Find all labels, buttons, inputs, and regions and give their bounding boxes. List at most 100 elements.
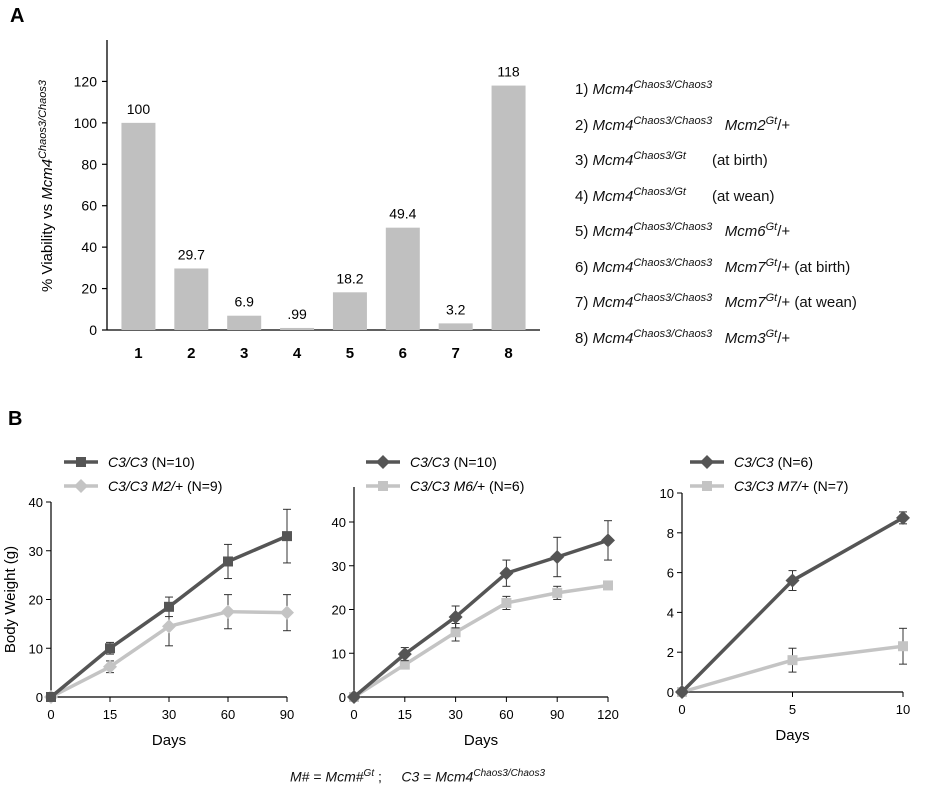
- y-tick-label: 60: [81, 198, 97, 214]
- legend-label: C3/C3 M2/+ (N=9): [108, 478, 222, 494]
- x-tick-label: 30: [162, 707, 176, 722]
- bar-value-label: 29.7: [178, 246, 205, 262]
- legend-het: /+: [777, 329, 791, 347]
- legend-second-gene: Mcm7Gt: [724, 292, 778, 311]
- legend-series-name: C3/C3 M6/+: [410, 478, 489, 494]
- legend-genotype: Chaos3/Chaos3: [633, 221, 713, 233]
- y-tick-label: 30: [29, 544, 43, 559]
- legend-space: [712, 223, 725, 240]
- legend-entry: 7) Mcm4Chaos3/Chaos3 Mcm7Gt/+ (at wean): [575, 283, 857, 319]
- data-point: [399, 659, 410, 670]
- y-tick-label: 6: [667, 566, 674, 581]
- legend-genotype: Chaos3/Chaos3: [633, 256, 713, 269]
- legend-space: [712, 294, 725, 311]
- data-point: [501, 597, 512, 608]
- bar-value-label: .99: [287, 306, 307, 322]
- y-axis-label: Body Weight (g): [2, 546, 19, 653]
- data-point: [74, 479, 88, 493]
- panel-label-b: B: [8, 408, 22, 430]
- data-point: [282, 531, 292, 542]
- x-tick-label: 4: [293, 345, 302, 362]
- y-tick-label: 80: [81, 156, 97, 172]
- x-tick-label: 0: [350, 707, 357, 722]
- y-tick-label: 20: [81, 281, 97, 297]
- legend-gene: Mcm4Chaos3/Chaos3: [592, 256, 713, 276]
- bar-value-label: 118: [497, 64, 520, 80]
- weight-chart-m2: 0 10 20 30 40 0 15 30 60 90 Days Body Weight (g) C3/…: [2, 454, 294, 749]
- data-point: [550, 550, 565, 564]
- data-point: [105, 643, 115, 654]
- legend-number: 2): [575, 116, 593, 134]
- bar: [280, 327, 315, 330]
- data-point: [448, 609, 463, 624]
- series-line: [353, 583, 609, 699]
- legend-space: [712, 117, 725, 134]
- data-point: [378, 481, 388, 491]
- data-point: [499, 566, 514, 581]
- legend-second-gene: Mcm2Gt: [724, 114, 778, 134]
- x-tick-label: 30: [448, 707, 462, 722]
- y-tick-label: 20: [29, 593, 43, 608]
- x-tick-label: 0: [47, 707, 54, 722]
- bar-value-label: 18.2: [336, 270, 363, 286]
- data-point: [280, 605, 294, 620]
- data-point: [700, 455, 714, 469]
- legend-note: (at birth): [794, 258, 851, 276]
- y-tick-label: 40: [332, 515, 346, 530]
- data-point: [601, 533, 615, 548]
- footnote: M# = Mcm#Gt ; C3 = Mcm4Chaos3/Chaos3: [290, 768, 546, 785]
- x-tick-label: 2: [187, 345, 195, 362]
- bar: [332, 292, 367, 330]
- legend-entry: 6) Mcm4Chaos3/Chaos3 Mcm7Gt/+ (at birth): [575, 248, 857, 284]
- legend-second-allele: Gt: [765, 256, 778, 269]
- legend-series-name: C3/C3 M2/+: [108, 478, 187, 494]
- bar-value-label: 49.4: [389, 206, 416, 222]
- legend-series-name: C3/C3: [734, 454, 778, 470]
- data-point: [898, 641, 908, 652]
- x-tick-label: 90: [550, 707, 564, 722]
- weight-chart-m7: 0 2 4 6 8 10 0 5 10 Days C3/C3 (N=6) C3/C3 M7/+ (N=…: [660, 454, 911, 744]
- data-point: [46, 692, 56, 702]
- legend-het: /+: [777, 294, 791, 311]
- x-tick-label: 1: [134, 345, 142, 362]
- x-axis-label: Days: [775, 727, 809, 744]
- y-tick-label: 0: [339, 690, 346, 705]
- legend-series-name: C3/C3: [108, 454, 152, 470]
- y-tick-label: 8: [667, 526, 674, 541]
- x-tick-label: 90: [280, 707, 294, 722]
- bar-value-label: 100: [127, 101, 151, 117]
- data-point: [347, 690, 361, 704]
- x-tick-label: 5: [789, 702, 796, 717]
- legend-genotype: Chaos3/Chaos3: [633, 79, 713, 91]
- legend-number: 6): [575, 258, 593, 276]
- legend-series-n: (N=6): [489, 478, 524, 494]
- data-point: [787, 655, 798, 666]
- legend-series-n: (N=7): [813, 478, 848, 494]
- legend-gene: Mcm4Chaos3/Chaos3: [592, 221, 713, 240]
- x-tick-label: 60: [221, 707, 235, 722]
- legend-het: /+: [777, 223, 791, 240]
- x-axis-label: Days: [464, 732, 498, 749]
- legend-gene: Mcm4Chaos3/Chaos3: [592, 292, 713, 311]
- legend-gene: Mcm4Chaos3/Gt: [592, 150, 686, 169]
- data-point: [162, 619, 176, 634]
- legend-het: /+: [777, 258, 791, 276]
- data-point: [397, 647, 412, 662]
- legend-second-gene: Mcm7Gt: [724, 256, 778, 276]
- legend-label: C3/C3 M6/+ (N=6): [410, 478, 524, 494]
- legend-gene: Mcm4Chaos3/Chaos3: [592, 327, 713, 347]
- legend-second-allele: Gt: [765, 221, 778, 233]
- legend-series-n: (N=10): [152, 454, 195, 470]
- legend-entry: 8) Mcm4Chaos3/Chaos3 Mcm3Gt/+: [575, 319, 857, 355]
- legend-note: (at wean): [711, 187, 775, 205]
- y-tick-label: 0: [667, 685, 674, 700]
- legend-entry: 2) Mcm4Chaos3/Chaos3 Mcm2Gt/+: [575, 106, 857, 142]
- legend-space: [712, 259, 725, 276]
- legend-note: (at wean): [794, 294, 857, 311]
- legend-second-gene: Mcm6Gt: [724, 221, 778, 240]
- legend-label: C3/C3 M7/+ (N=7): [734, 478, 848, 494]
- x-tick-label: 7: [452, 345, 460, 362]
- legend-number: 8): [575, 329, 593, 347]
- y-tick-label: 10: [29, 641, 43, 656]
